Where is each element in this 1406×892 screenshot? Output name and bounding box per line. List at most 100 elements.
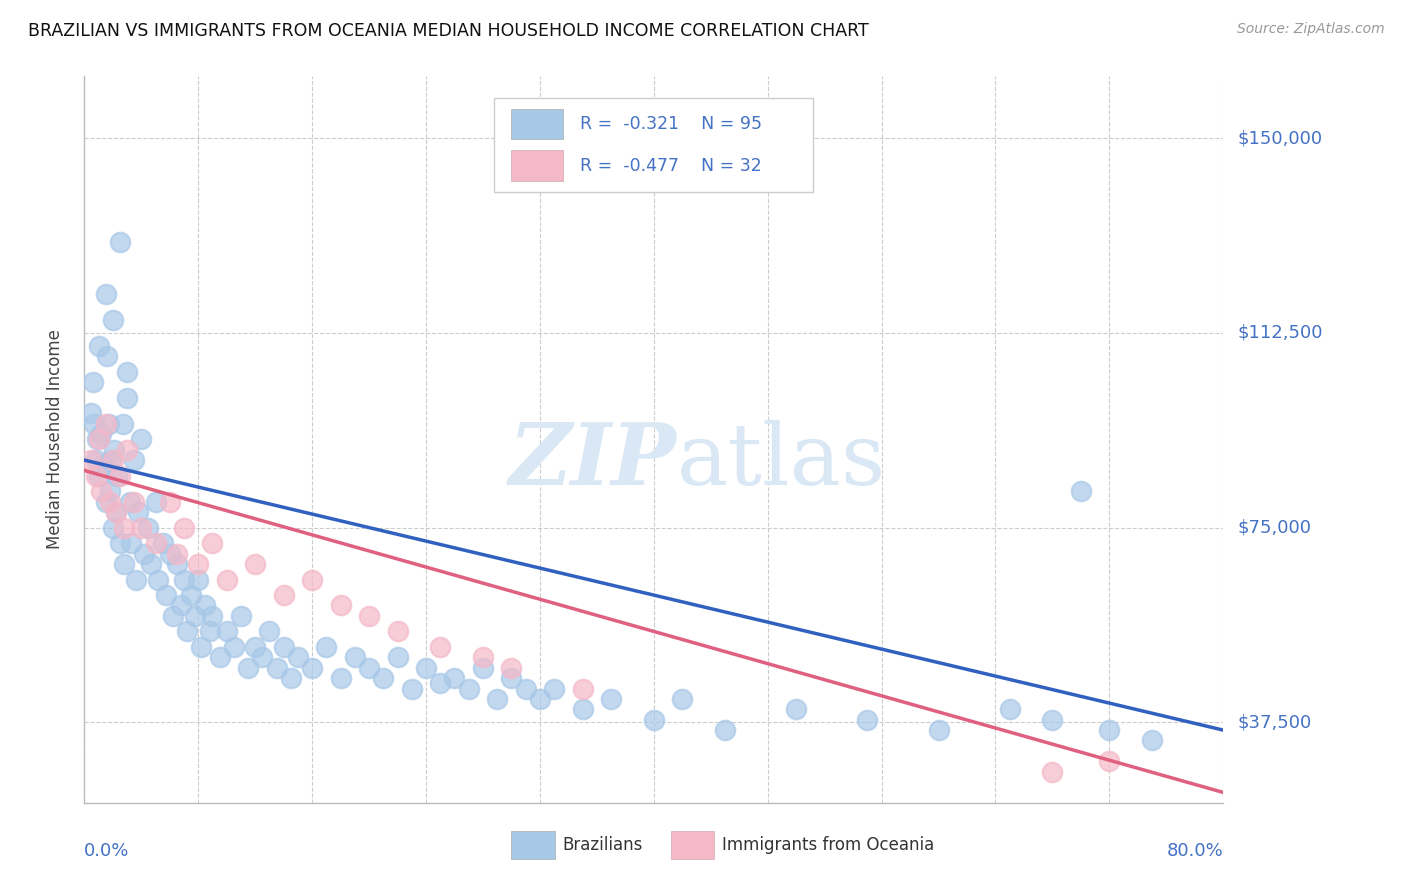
- Point: [103, 442, 125, 457]
- Point: [229, 608, 252, 623]
- Text: $37,500: $37,500: [1237, 714, 1312, 731]
- Point: [108, 536, 131, 550]
- Point: [1098, 723, 1121, 737]
- Point: [190, 640, 212, 654]
- Point: [152, 536, 174, 550]
- Point: [998, 702, 1021, 716]
- Point: [131, 520, 153, 534]
- Point: [1070, 484, 1092, 499]
- Point: [83, 417, 105, 431]
- Point: [124, 573, 146, 587]
- Point: [201, 536, 224, 550]
- Point: [1098, 754, 1121, 768]
- Point: [245, 557, 267, 571]
- Text: Source: ZipAtlas.com: Source: ZipAtlas.com: [1237, 22, 1385, 37]
- Point: [131, 432, 153, 446]
- Point: [101, 453, 124, 467]
- Point: [105, 468, 128, 483]
- Point: [101, 520, 124, 534]
- Point: [301, 661, 323, 675]
- Point: [571, 702, 593, 716]
- Point: [671, 692, 693, 706]
- Point: [82, 375, 104, 389]
- Point: [359, 608, 381, 623]
- Point: [387, 624, 409, 639]
- Point: [104, 505, 127, 519]
- Text: 80.0%: 80.0%: [1167, 842, 1223, 860]
- Point: [176, 624, 198, 639]
- Point: [1042, 764, 1064, 779]
- Point: [266, 661, 288, 675]
- Point: [359, 661, 381, 675]
- Point: [111, 417, 134, 431]
- Point: [486, 692, 509, 706]
- Point: [148, 573, 170, 587]
- Point: [108, 235, 131, 249]
- FancyBboxPatch shape: [671, 831, 714, 859]
- Text: Immigrants from Oceania: Immigrants from Oceania: [723, 836, 935, 854]
- Text: atlas: atlas: [676, 419, 886, 503]
- Point: [138, 520, 160, 534]
- Point: [245, 640, 267, 654]
- Point: [329, 671, 352, 685]
- Point: [184, 608, 207, 623]
- Point: [94, 417, 117, 431]
- Point: [141, 557, 163, 571]
- Point: [273, 640, 295, 654]
- Point: [1140, 733, 1163, 747]
- Point: [84, 453, 107, 467]
- Point: [166, 547, 188, 561]
- Point: [90, 484, 112, 499]
- Point: [80, 406, 103, 420]
- Point: [529, 692, 551, 706]
- Point: [118, 494, 141, 508]
- Point: [112, 520, 135, 534]
- Point: [108, 468, 131, 483]
- Point: [457, 681, 479, 696]
- Point: [443, 671, 465, 685]
- Text: R =  -0.477    N = 32: R = -0.477 N = 32: [579, 157, 762, 175]
- Point: [301, 573, 323, 587]
- Point: [91, 458, 114, 473]
- Point: [145, 494, 167, 508]
- Point: [543, 681, 565, 696]
- Point: [159, 547, 181, 561]
- Point: [120, 536, 142, 550]
- Point: [208, 650, 231, 665]
- Point: [87, 468, 110, 483]
- Point: [472, 650, 495, 665]
- Point: [201, 608, 224, 623]
- Point: [329, 599, 352, 613]
- Point: [166, 557, 188, 571]
- Point: [98, 484, 121, 499]
- Point: [94, 494, 117, 508]
- Point: [856, 713, 879, 727]
- Point: [170, 599, 193, 613]
- Point: [215, 573, 238, 587]
- FancyBboxPatch shape: [495, 97, 813, 192]
- Point: [387, 650, 409, 665]
- Point: [86, 432, 108, 446]
- Point: [115, 365, 138, 379]
- Point: [187, 557, 209, 571]
- Point: [134, 547, 156, 561]
- Point: [928, 723, 950, 737]
- Point: [198, 624, 221, 639]
- Point: [112, 557, 135, 571]
- Point: [415, 661, 437, 675]
- Y-axis label: Median Household Income: Median Household Income: [45, 329, 63, 549]
- Point: [222, 640, 245, 654]
- Point: [101, 313, 124, 327]
- Point: [90, 427, 112, 442]
- Point: [96, 349, 118, 363]
- Point: [714, 723, 737, 737]
- Point: [373, 671, 395, 685]
- Text: $112,500: $112,500: [1237, 324, 1323, 342]
- Point: [501, 671, 523, 685]
- Point: [571, 681, 593, 696]
- Point: [173, 573, 195, 587]
- Point: [273, 588, 295, 602]
- Point: [343, 650, 366, 665]
- Point: [94, 287, 117, 301]
- Point: [401, 681, 423, 696]
